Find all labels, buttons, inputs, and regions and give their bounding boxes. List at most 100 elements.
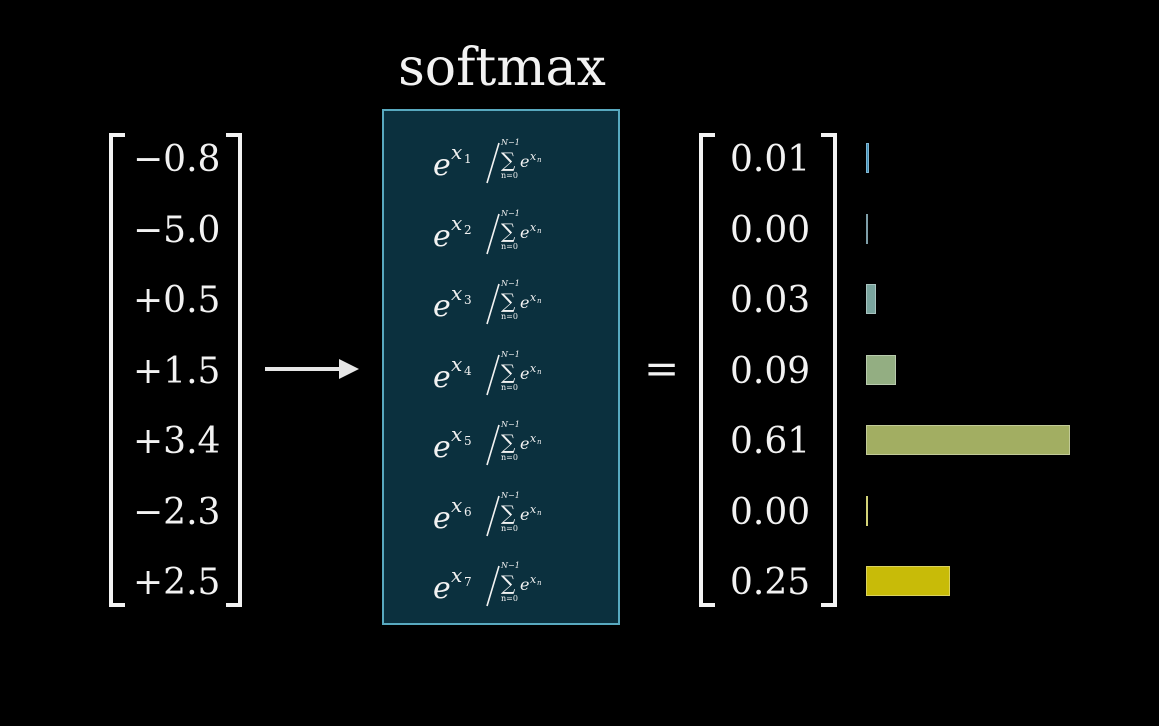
fraction-slash [486, 495, 500, 536]
probability-bar [866, 495, 868, 526]
right-arrow-icon [265, 359, 359, 379]
output-value: 0.00 [730, 491, 811, 533]
denominator-base: e [520, 152, 529, 171]
denominator-exponent-subscript: n [537, 156, 542, 164]
sum-symbol: ∑ [501, 219, 516, 243]
sum-symbol: ∑ [501, 571, 516, 595]
input-value: +2.5 [133, 562, 221, 603]
probability-bar [866, 284, 876, 314]
input-value: +1.5 [133, 350, 221, 392]
formula-base: e [433, 430, 451, 465]
input-value: +0.5 [133, 280, 221, 321]
formula-base: e [433, 219, 451, 254]
output-value: 0.00 [730, 209, 811, 251]
denominator-exponent-subscript: n [537, 438, 542, 446]
formula-base: e [433, 571, 451, 606]
formula-exponent-var: x [451, 493, 462, 517]
sum-lower-limit: n=0 [501, 242, 518, 251]
fraction-slash [486, 213, 500, 254]
softmax-formula: e x 3 N−1 ∑ n=0 e x n [384, 270, 618, 332]
softmax-formula: e x 2 N−1 ∑ n=0 e x n [384, 200, 618, 262]
formula-exponent-subscript: 3 [464, 293, 472, 307]
formula-exponent-subscript: 7 [464, 575, 472, 589]
denominator-exponent-var: x [530, 432, 537, 445]
denominator-exponent-subscript: n [537, 509, 542, 517]
sum-upper-limit: N−1 [500, 491, 520, 500]
sum-upper-limit: N−1 [500, 420, 520, 429]
sum-lower-limit: n=0 [501, 383, 518, 392]
formula-exponent-subscript: 2 [464, 223, 472, 237]
softmax-formula: e x 4 N−1 ∑ n=0 e x n [384, 341, 618, 403]
sum-upper-limit: N−1 [500, 561, 520, 570]
input-value: −0.8 [133, 139, 221, 180]
input-value: −5.0 [133, 209, 221, 251]
sum-upper-limit: N−1 [500, 350, 520, 359]
formula-exponent-subscript: 1 [464, 152, 472, 166]
probability-bar [866, 566, 950, 596]
denominator-base: e [520, 364, 529, 383]
probability-bar [866, 354, 896, 385]
formula-base: e [433, 501, 451, 536]
denominator-base: e [520, 505, 529, 524]
sum-symbol: ∑ [501, 289, 516, 313]
softmax-formula: e x 7 N−1 ∑ n=0 e x n [384, 552, 618, 614]
fraction-slash [486, 354, 500, 395]
formula-base: e [433, 360, 451, 395]
output-value: 0.25 [730, 562, 811, 603]
input-value: +3.4 [133, 421, 221, 462]
equals-sign: = [644, 344, 680, 393]
sum-lower-limit: n=0 [501, 453, 518, 462]
softmax-formula: e x 6 N−1 ∑ n=0 e x n [384, 482, 618, 544]
sum-symbol: ∑ [501, 360, 516, 384]
softmax-formula: e x 1 N−1 ∑ n=0 e x n [384, 129, 618, 191]
formula-base: e [433, 289, 451, 324]
denominator-exponent-var: x [530, 150, 537, 163]
formula-exponent-var: x [451, 140, 462, 164]
input-value: −2.3 [133, 491, 221, 533]
sum-upper-limit: N−1 [500, 209, 520, 218]
denominator-base: e [520, 293, 529, 312]
sum-lower-limit: n=0 [501, 312, 518, 321]
sum-upper-limit: N−1 [500, 279, 520, 288]
formula-exponent-var: x [451, 563, 462, 587]
formula-exponent-var: x [451, 281, 462, 305]
denominator-exponent-subscript: n [537, 368, 542, 376]
sum-symbol: ∑ [501, 501, 516, 525]
denominator-exponent-subscript: n [537, 297, 542, 305]
denominator-exponent-var: x [530, 291, 537, 304]
output-value: 0.09 [730, 350, 811, 392]
fraction-slash [486, 142, 500, 184]
formula-base: e [433, 148, 451, 183]
sum-lower-limit: n=0 [501, 524, 518, 533]
sum-upper-limit: N−1 [500, 138, 520, 147]
denominator-base: e [520, 434, 529, 453]
output-left-bracket [699, 133, 715, 607]
sum-symbol: ∑ [501, 148, 516, 172]
sum-symbol: ∑ [501, 430, 516, 454]
sum-lower-limit: n=0 [501, 594, 518, 603]
denominator-exponent-var: x [530, 573, 537, 586]
denominator-exponent-subscript: n [537, 579, 542, 587]
formula-exponent-subscript: 5 [464, 434, 472, 448]
formula-exponent-var: x [451, 211, 462, 235]
denominator-exponent-var: x [530, 503, 537, 516]
fraction-slash [486, 283, 500, 325]
input-right-bracket [226, 133, 242, 607]
sum-lower-limit: n=0 [501, 171, 518, 180]
diagram-title: softmax [398, 38, 606, 98]
softmax-formula: e x 5 N−1 ∑ n=0 e x n [384, 411, 618, 473]
input-left-bracket [109, 133, 125, 607]
formula-exponent-var: x [451, 352, 462, 376]
formula-exponent-subscript: 6 [464, 505, 472, 519]
probability-bar [866, 425, 1070, 455]
denominator-base: e [520, 575, 529, 594]
output-right-bracket [821, 133, 837, 607]
formula-exponent-subscript: 4 [464, 364, 472, 378]
output-value: 0.03 [730, 280, 811, 321]
fraction-slash [486, 424, 500, 466]
output-value: 0.61 [730, 421, 811, 462]
fraction-slash [486, 565, 500, 607]
output-value: 0.01 [730, 139, 811, 180]
formula-exponent-var: x [451, 422, 462, 446]
